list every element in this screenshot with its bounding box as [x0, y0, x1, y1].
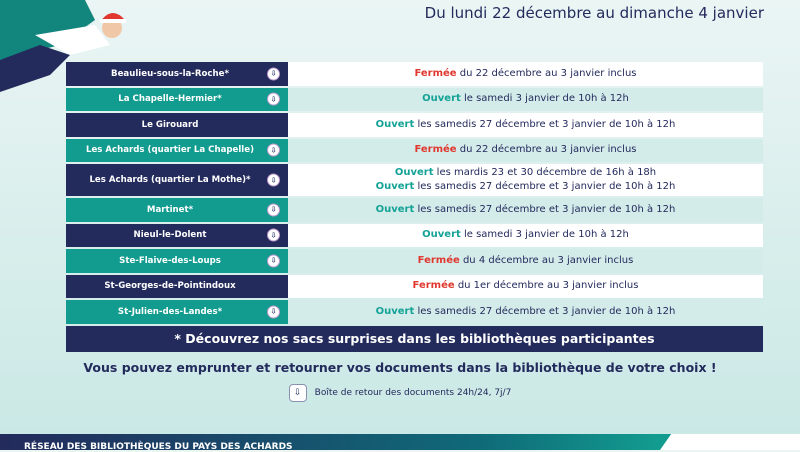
library-name: Martinet* ⇩: [66, 198, 288, 222]
library-name: Les Achards (quartier La Chapelle) ⇩: [66, 138, 288, 162]
status-label: Ouvert: [375, 305, 415, 317]
library-name-text: Martinet*: [146, 204, 194, 215]
library-row: La Chapelle-Hermier* ⇩ Ouvert le samedi 3 …: [66, 87, 763, 111]
opening-info: Fermée du 22 décembre au 3 janvier inclu…: [288, 62, 763, 86]
library-name: La Chapelle-Hermier* ⇩: [66, 87, 288, 111]
library-row: Le Girouard Ouvert les samedis 27 décembr…: [66, 113, 763, 137]
return-box-icon: ⇩: [267, 173, 280, 187]
opening-info: Ouvert les samedis 27 décembre et 3 janv…: [288, 113, 763, 137]
opening-line: Ouvert les samedis 27 décembre et 3 janv…: [376, 203, 676, 217]
opening-text: le samedi 3 janvier de 10h à 12h: [460, 93, 629, 105]
library-row: Ste-Flaive-des-Loups ⇩ Fermée du 4 décembr…: [66, 249, 763, 273]
opening-line: Ouvert les samedis 27 décembre et 3 janv…: [376, 180, 676, 194]
return-box-icon: ⇩: [288, 384, 307, 402]
return-message: Vous pouvez emprunter et retourner vos d…: [83, 360, 717, 375]
return-box-icon: ⇩: [267, 305, 280, 319]
footer-banner: RÉSEAU DES BIBLIOTHÈQUES DU PAYS DES ACH…: [0, 434, 800, 452]
library-name-text: Le Girouard: [141, 119, 199, 130]
opening-text: du 4 décembre au 3 janvier inclus: [459, 254, 634, 266]
return-box-icon: ⇩: [267, 92, 280, 106]
opening-text: du 22 décembre au 3 janvier inclus: [456, 67, 637, 79]
opening-text: les mardis 23 et 30 décembre de 16h à 18…: [433, 167, 657, 178]
opening-text: du 22 décembre au 3 janvier inclus: [456, 144, 637, 156]
opening-info: Fermée du 1er décembre au 3 janvier incl…: [288, 274, 763, 298]
return-box-text: Boîte de retour des documents 24h/24, 7j…: [314, 388, 512, 398]
surprise-bag-note: * Découvrez nos sacs surprises dans les …: [66, 325, 763, 352]
opening-text: les samedis 27 décembre et 3 janvier de …: [414, 118, 676, 130]
status-label: Ouvert: [375, 203, 415, 215]
opening-line: Fermée du 4 décembre au 3 janvier inclus: [418, 254, 634, 268]
status-label: Ouvert: [375, 118, 415, 130]
opening-info: Ouvert les mardis 23 et 30 décembre de 1…: [288, 164, 763, 196]
opening-info: Ouvert le samedi 3 janvier de 10h à 12h: [288, 87, 763, 111]
library-row: Martinet* ⇩ Ouvert les samedis 27 décembre…: [66, 198, 763, 222]
return-box-icon: ⇩: [267, 228, 280, 242]
opening-line: Fermée du 22 décembre au 3 janvier inclu…: [414, 143, 636, 157]
status-label: Fermée: [417, 254, 460, 266]
opening-line: Ouvert le samedi 3 janvier de 10h à 12h: [422, 228, 629, 242]
return-box-icon: ⇩: [267, 254, 280, 268]
footer-title: RÉSEAU DES BIBLIOTHÈQUES DU PAYS DES ACH…: [24, 442, 293, 452]
status-label: Ouvert: [375, 181, 415, 192]
library-row: Beaulieu-sous-la-Roche* ⇩ Fermée du 22 déc…: [66, 62, 763, 86]
library-name: Le Girouard: [66, 113, 288, 137]
opening-line: Fermée du 1er décembre au 3 janvier incl…: [413, 279, 639, 293]
opening-text: du 1er décembre au 3 janvier inclus: [454, 280, 639, 292]
library-name: St-Georges-de-Pointindoux: [66, 274, 288, 298]
opening-info: Fermée du 22 décembre au 3 janvier inclu…: [288, 138, 763, 162]
return-box-icon: ⇩: [267, 67, 280, 81]
return-box-info: ⇩ Boîte de retour des documents 24h/24, …: [0, 384, 800, 402]
status-label: Fermée: [414, 144, 457, 156]
opening-info: Ouvert les samedis 27 décembre et 3 janv…: [288, 198, 763, 222]
library-name: St-Julien-des-Landes* ⇩: [66, 300, 288, 324]
status-label: Ouvert: [422, 93, 461, 105]
opening-line: Ouvert les samedis 27 décembre et 3 janv…: [376, 305, 676, 319]
status-label: Ouvert: [422, 229, 461, 241]
library-name-text: Les Achards (quartier La Mothe)*: [89, 175, 251, 185]
library-name: Les Achards (quartier La Mothe)* ⇩: [66, 164, 288, 196]
library-name-text: Beaulieu-sous-la-Roche*: [111, 68, 229, 79]
opening-info: Ouvert le samedi 3 janvier de 10h à 12h: [288, 223, 763, 247]
date-range-title: Du lundi 22 décembre au dimanche 4 janvi…: [424, 4, 764, 22]
library-row: Nieul-le-Dolent ⇩ Ouvert le samedi 3 janvi…: [66, 223, 763, 247]
library-name-text: Ste-Flaive-des-Loups: [119, 255, 221, 266]
library-name: Beaulieu-sous-la-Roche* ⇩: [66, 62, 288, 86]
santa-illustration: [0, 0, 126, 92]
opening-line: Ouvert le samedi 3 janvier de 10h à 12h: [422, 92, 629, 106]
logo: [660, 434, 800, 450]
library-name-text: Nieul-le-Dolent: [133, 230, 207, 241]
opening-line: Fermée du 22 décembre au 3 janvier inclu…: [414, 67, 636, 81]
schedule-table: Beaulieu-sous-la-Roche* ⇩ Fermée du 22 déc…: [66, 62, 763, 352]
library-name-text: St-Julien-des-Landes*: [117, 306, 223, 317]
opening-text: les samedis 27 décembre et 3 janvier de …: [414, 181, 676, 192]
library-row: Les Achards (quartier La Mothe)* ⇩ Ouvert …: [66, 164, 763, 196]
return-box-icon: ⇩: [267, 203, 280, 217]
library-name: Nieul-le-Dolent ⇩: [66, 223, 288, 247]
library-name-text: St-Georges-de-Pointindoux: [104, 281, 236, 292]
library-row: Les Achards (quartier La Chapelle) ⇩ Fermé…: [66, 138, 763, 162]
opening-info: Fermée du 4 décembre au 3 janvier inclus: [288, 249, 763, 273]
opening-line: Ouvert les mardis 23 et 30 décembre de 1…: [395, 166, 656, 180]
return-box-icon: ⇩: [267, 143, 280, 157]
opening-text: le samedi 3 janvier de 10h à 12h: [460, 229, 629, 241]
library-name: Ste-Flaive-des-Loups ⇩: [66, 249, 288, 273]
library-row: St-Georges-de-Pointindoux Fermée du 1er d…: [66, 274, 763, 298]
opening-text: les samedis 27 décembre et 3 janvier de …: [414, 203, 676, 215]
status-label: Fermée: [414, 67, 457, 79]
library-name-text: La Chapelle-Hermier*: [118, 94, 222, 105]
opening-line: Ouvert les samedis 27 décembre et 3 janv…: [376, 118, 676, 132]
library-row: St-Julien-des-Landes* ⇩ Ouvert les samedis…: [66, 300, 763, 324]
opening-text: les samedis 27 décembre et 3 janvier de …: [414, 305, 676, 317]
library-name-text: Les Achards (quartier La Chapelle): [85, 145, 255, 156]
status-label: Ouvert: [394, 167, 434, 178]
status-label: Fermée: [412, 280, 455, 292]
opening-info: Ouvert les samedis 27 décembre et 3 janv…: [288, 300, 763, 324]
